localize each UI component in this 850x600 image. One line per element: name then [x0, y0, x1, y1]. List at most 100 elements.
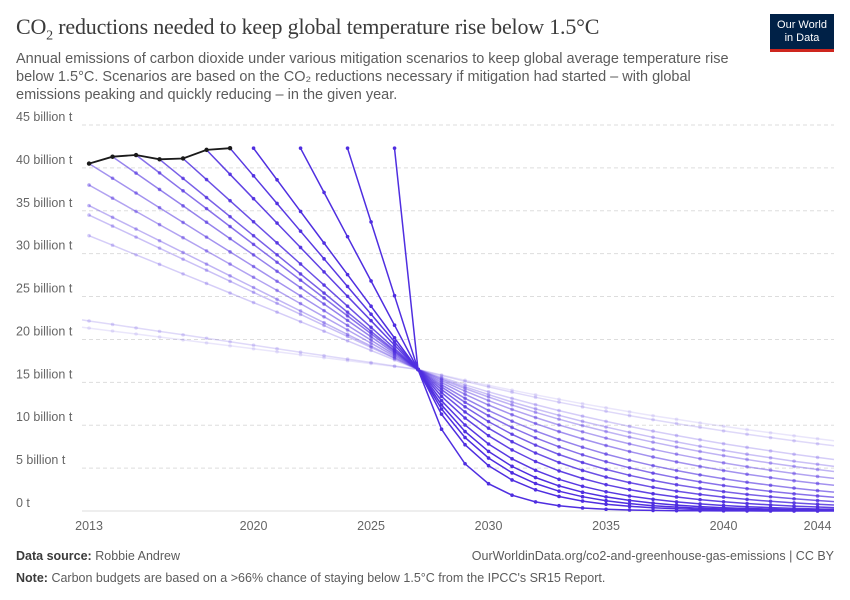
scenario-point [674, 433, 679, 438]
scenario-point [580, 401, 585, 406]
scenario-point [651, 435, 655, 440]
scenario-point [580, 499, 585, 503]
scenario-point [345, 234, 350, 239]
scenario-point [392, 346, 397, 351]
y-tick-label: 10 billion t [16, 410, 73, 424]
scenario-point [721, 453, 726, 458]
scenario-point [674, 468, 679, 473]
scenario-point [674, 476, 679, 480]
scenario-point [345, 146, 350, 150]
scenario-point [369, 334, 373, 339]
scenario-point [698, 502, 702, 506]
data-source: Data source: Robbie Andrew [16, 549, 180, 563]
scenario-point [369, 345, 373, 350]
scenario-point [510, 396, 514, 401]
scenario-point [322, 353, 326, 358]
scenario-point [369, 304, 373, 309]
scenario-point [181, 250, 185, 255]
scenario-point [721, 448, 726, 453]
scenario-point [228, 291, 232, 295]
scenario-point [792, 464, 796, 469]
scenario-point [768, 468, 773, 473]
scenario-point [580, 476, 585, 481]
scenario-point [251, 219, 256, 224]
scenario-point [557, 408, 561, 413]
scenario-point [157, 262, 162, 267]
scenario-point [486, 426, 491, 430]
scenario-point [768, 456, 773, 460]
scenario-point [486, 395, 491, 399]
scenario-point [557, 437, 561, 442]
scenario-point [110, 224, 115, 228]
scenario-point [815, 481, 820, 486]
chart-note: Note: Carbon budgets are based on a >66%… [16, 571, 606, 585]
scenario-point [674, 440, 679, 444]
scenario-point [345, 304, 350, 308]
scenario-point [580, 460, 585, 465]
scenario-point [580, 445, 585, 450]
scenario-point [674, 500, 679, 504]
scenario-point [439, 407, 444, 411]
scenario-point [651, 455, 655, 459]
owid-logo[interactable]: Our World in Data [770, 14, 834, 52]
scenario-point [604, 498, 608, 503]
scenario-point [369, 348, 373, 353]
scenario-point [275, 346, 279, 351]
scenario-point [792, 496, 796, 501]
scenario-point [768, 483, 773, 488]
scenario-point [674, 489, 679, 493]
scenario-point [157, 238, 162, 243]
scenario-point [228, 339, 232, 344]
scenario-line [81, 319, 835, 447]
scenario-point [533, 451, 538, 455]
scenario-point [298, 146, 303, 150]
scenario-point [275, 253, 279, 257]
scenario-point [721, 499, 726, 504]
scenario-point [228, 274, 232, 278]
scenario-point [604, 429, 608, 434]
historical-point [227, 145, 233, 151]
scenario-point [674, 482, 679, 487]
scenario-point [251, 275, 256, 280]
chart-title: CO2 reductions needed to keep global tem… [16, 14, 600, 44]
scenario-point [557, 503, 561, 508]
scenario-point [792, 459, 796, 463]
scenario-point [721, 429, 726, 433]
scenario-line [81, 326, 835, 442]
y-tick-label: 5 billion t [16, 453, 66, 467]
scenario-point [745, 452, 749, 457]
scenario-point [251, 343, 256, 348]
scenario-point [768, 499, 773, 504]
scenario-point [486, 385, 491, 389]
scenario-point [463, 404, 467, 409]
scenario-point [651, 478, 655, 483]
scenario-point [157, 205, 162, 210]
scenario-point [698, 480, 702, 484]
scenario-point [275, 221, 279, 225]
scenario-point [134, 332, 138, 336]
scenario-point [533, 459, 538, 464]
scenario-line [88, 214, 835, 468]
scenario-point [627, 487, 632, 492]
scenario-point [228, 279, 232, 284]
scenario-point [792, 438, 796, 443]
scenario-point [275, 177, 279, 182]
scenario-point [768, 461, 773, 465]
scenario-point [557, 413, 561, 418]
scenario-point [87, 233, 91, 238]
scenario-point [157, 246, 162, 250]
scenario-point [345, 272, 350, 277]
scenario-point [275, 201, 279, 206]
scenario-line [205, 149, 835, 509]
scenario-point [345, 332, 350, 337]
scenario-point [510, 412, 514, 417]
scenario-point [486, 383, 491, 388]
scenario-point [322, 314, 326, 319]
scenario-point [698, 444, 702, 449]
scenario-point [510, 419, 514, 424]
source-url[interactable]: OurWorldinData.org/co2-and-greenhouse-ga… [471, 549, 834, 563]
scenario-point [510, 407, 514, 412]
y-tick-label: 35 billion t [16, 196, 73, 210]
scenario-point [533, 402, 538, 407]
scenario-point [134, 209, 138, 214]
